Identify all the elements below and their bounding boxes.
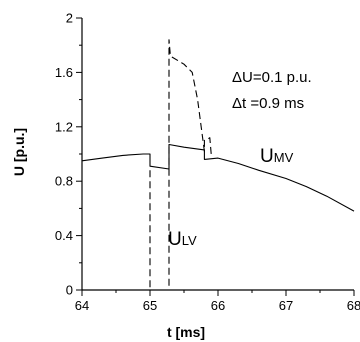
series-label-lv-sub: LV	[182, 233, 197, 248]
y-tick-label: 1.6	[55, 65, 73, 80]
y-tick-label: 0	[66, 283, 73, 298]
ticks: 0 0.4 0.8 1.2 1.6 2 64 65 66 67 68	[55, 11, 360, 314]
x-tick-label: 66	[211, 298, 225, 313]
x-tick-label: 67	[279, 298, 293, 313]
series-label-mv-main: U	[260, 146, 274, 167]
series-label-lv-main: U	[168, 229, 182, 250]
y-tick-label: 0.8	[55, 174, 73, 189]
x-axis-label: t [ms]	[167, 324, 205, 340]
series-label-mv: UMV	[260, 146, 294, 167]
annotation-delta-t: Δt =0.9 ms	[232, 95, 304, 112]
series-label-lv: ULV	[168, 229, 197, 250]
y-tick-label: 1.2	[55, 119, 73, 134]
x-tick-label: 64	[75, 298, 89, 313]
series-label-mv-sub: MV	[274, 150, 294, 165]
x-tick-label: 68	[347, 298, 360, 313]
series-line-lv	[149, 39, 212, 291]
series-line-mv	[81, 143, 355, 212]
series-layer	[81, 39, 355, 291]
x-tick-label: 65	[143, 298, 157, 313]
axes	[81, 18, 354, 291]
annotation-delta-u: ΔU=0.1 p.u.	[232, 69, 312, 86]
y-tick-label: 0.4	[55, 228, 73, 243]
y-axis-label: U [p.u.]	[11, 128, 27, 176]
y-tick-label: 2	[66, 11, 73, 26]
